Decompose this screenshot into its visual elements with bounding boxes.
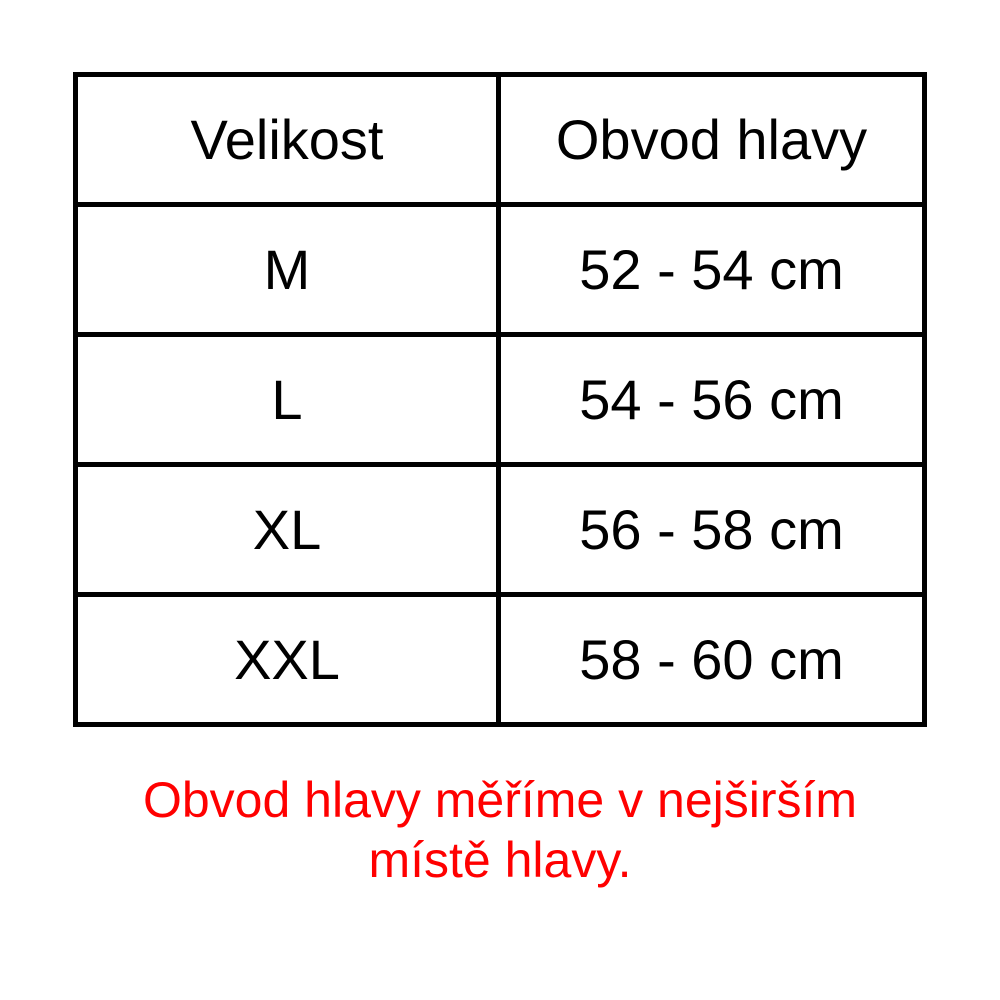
- measurement-note: Obvod hlavy měříme v nejširším místě hla…: [0, 770, 1000, 890]
- size-cell: XL: [73, 462, 501, 597]
- table-row: M 52 - 54 cm: [73, 202, 927, 337]
- circumference-cell: 56 - 58 cm: [496, 462, 927, 597]
- size-table: Velikost Obvod hlavy M 52 - 54 cm L 54 -…: [73, 72, 927, 727]
- note-line-1: Obvod hlavy měříme v nejširším: [142, 772, 858, 828]
- size-cell: M: [73, 202, 501, 337]
- size-cell: L: [73, 332, 501, 467]
- header-head-circumference: Obvod hlavy: [496, 72, 927, 207]
- table-row: L 54 - 56 cm: [73, 332, 927, 467]
- size-cell: XXL: [73, 592, 501, 727]
- header-size: Velikost: [73, 72, 501, 207]
- circumference-cell: 58 - 60 cm: [496, 592, 927, 727]
- table-row: XL 56 - 58 cm: [73, 462, 927, 597]
- circumference-cell: 52 - 54 cm: [496, 202, 927, 337]
- note-line-2: místě hlavy.: [368, 832, 632, 888]
- circumference-cell: 54 - 56 cm: [496, 332, 927, 467]
- table-row: XXL 58 - 60 cm: [73, 592, 927, 727]
- header-row: Velikost Obvod hlavy: [73, 72, 927, 207]
